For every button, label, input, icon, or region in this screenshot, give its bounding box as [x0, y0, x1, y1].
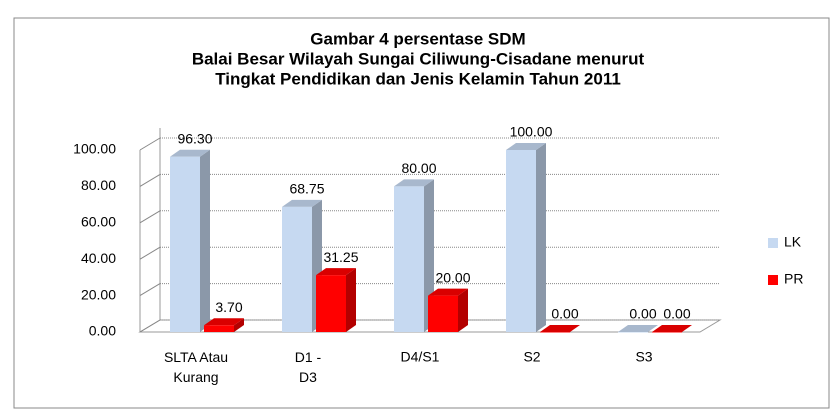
bar-front [428, 295, 458, 332]
value-label: 100.00 [510, 124, 553, 140]
chart-title: Tingkat Pendidikan dan Jenis Kelamin Tah… [215, 69, 621, 88]
bar [282, 199, 322, 332]
grid-diagonal [139, 319, 161, 333]
bar-front [394, 186, 424, 332]
bar [618, 325, 658, 333]
bar-side [536, 143, 546, 332]
bar [652, 325, 692, 333]
value-label: 20.00 [435, 269, 470, 285]
bar-top [652, 325, 692, 332]
bar [316, 268, 356, 332]
value-label: 31.25 [323, 249, 358, 265]
grid-diagonal [139, 137, 161, 151]
bar-front [652, 332, 682, 333]
legend-swatch [768, 275, 778, 285]
value-label: 68.75 [289, 181, 324, 197]
bar-side [458, 288, 468, 332]
bar-top [428, 288, 468, 296]
bar [506, 143, 546, 332]
bar-top [204, 318, 244, 326]
bar-top [170, 149, 210, 157]
value-label: 3.70 [215, 299, 242, 315]
value-label: 96.30 [177, 130, 212, 146]
bar-top [316, 268, 356, 276]
y-tick-label: 80.00 [81, 177, 116, 193]
y-tick-label: 60.00 [81, 214, 116, 230]
chart-title: Gambar 4 persentase SDM [310, 29, 525, 48]
legend-swatch [768, 238, 778, 248]
bar-side [346, 268, 356, 332]
x-tick-label: D1 -D3 [295, 349, 322, 385]
x-tick-label: D4/S1 [401, 349, 440, 365]
value-label: 0.00 [629, 306, 656, 322]
bar-front [506, 150, 536, 332]
value-label: 0.00 [663, 306, 690, 322]
y-tick-label: 0.00 [89, 323, 116, 339]
grid-diagonal [139, 246, 161, 260]
chart-title: Balai Besar Wilayah Sungai Ciliwung-Cisa… [192, 49, 645, 68]
bar-side [234, 318, 244, 332]
bar-front [618, 332, 648, 333]
bar-top [282, 199, 322, 207]
bar-side [200, 149, 210, 332]
bar [170, 149, 210, 332]
value-label: 0.00 [551, 306, 578, 322]
x-tick-label: S3 [635, 349, 652, 365]
x-tick-label: S2 [523, 349, 540, 365]
x-tick-label: SLTA Atau Kurang [164, 349, 228, 385]
bar [428, 288, 468, 332]
grid-diagonal [139, 210, 161, 224]
y-tick-label: 100.00 [73, 141, 116, 157]
bar-front [282, 206, 312, 332]
bar-top [506, 143, 546, 150]
bar-front [204, 325, 234, 332]
y-tick-label: 40.00 [81, 250, 116, 266]
legend-label: PR [784, 271, 803, 287]
bar-front [170, 156, 200, 332]
grid-diagonal [139, 173, 161, 187]
bar-top [540, 325, 580, 332]
bar-top [618, 325, 658, 332]
legend-label: LK [784, 234, 802, 250]
bar-front [316, 275, 346, 332]
bar-front [540, 332, 570, 333]
value-label: 80.00 [401, 160, 436, 176]
bar [204, 318, 244, 332]
y-tick-label: 20.00 [81, 286, 116, 302]
bar [394, 179, 434, 332]
bar-top [394, 179, 434, 187]
grid-diagonal [139, 283, 161, 297]
bar [540, 325, 580, 333]
